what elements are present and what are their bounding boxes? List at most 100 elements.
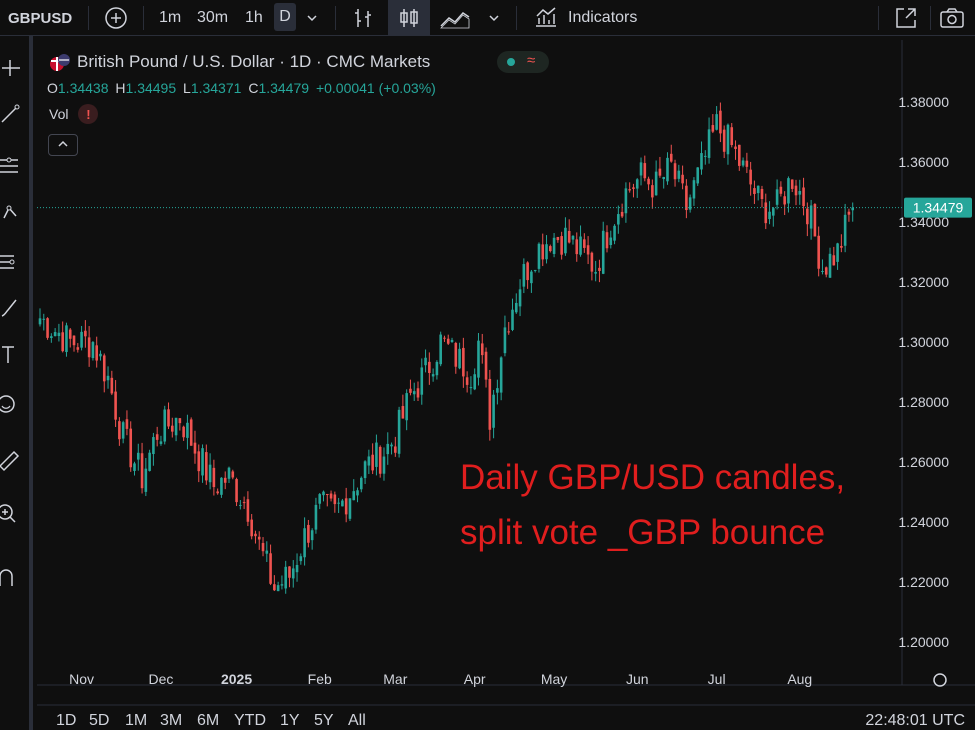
ruler-icon[interactable]: [0, 448, 22, 472]
candle-body: [367, 456, 371, 466]
interval-label: 1m: [159, 9, 182, 26]
candle-body: [254, 533, 257, 537]
candle-body: [227, 467, 231, 479]
interval-1h-button[interactable]: 1h: [245, 0, 263, 36]
symbol-search[interactable]: GBPUSD: [8, 0, 72, 36]
x-tick-label: Apr: [464, 671, 486, 687]
symbol-label: GBPUSD: [8, 9, 73, 27]
candle-body: [68, 329, 72, 339]
candle-body: [790, 179, 794, 189]
warning-icon: !: [78, 104, 99, 124]
candle-body: [148, 452, 151, 471]
candle-body: [87, 337, 91, 358]
high-label: H: [115, 80, 126, 96]
range-3m-button[interactable]: 3M: [160, 712, 183, 729]
candle-body: [80, 331, 83, 348]
y-tick-label: 1.24000: [898, 514, 949, 530]
plus-circle-icon: [105, 7, 127, 29]
candle-body: [719, 110, 722, 134]
candle-body: [84, 330, 87, 337]
bar-style-button[interactable]: [352, 0, 374, 36]
candle-body: [341, 500, 344, 507]
volume-legend[interactable]: Vol !: [49, 104, 99, 124]
candle-body: [65, 325, 68, 353]
candle-body: [363, 461, 367, 479]
range-5y-button[interactable]: 5Y: [314, 712, 334, 729]
interval-dropdown[interactable]: [305, 0, 319, 36]
trendline-icon[interactable]: [0, 102, 22, 126]
interval-1m-button[interactable]: 1m: [159, 0, 181, 36]
crosshair-icon[interactable]: [0, 56, 22, 80]
candle-body: [348, 498, 352, 519]
candle-body: [775, 189, 779, 205]
candle-body: [397, 409, 401, 454]
y-tick-label: 1.38000: [898, 94, 949, 110]
candle-body: [212, 467, 216, 488]
area-style-button[interactable]: [439, 0, 471, 36]
collapse-legend-button[interactable]: [48, 134, 78, 156]
settings-gear-icon[interactable]: [933, 673, 947, 687]
candle-body: [658, 168, 662, 176]
candle-body: [50, 336, 53, 338]
candle-body: [681, 174, 684, 184]
candle-body: [193, 442, 197, 454]
pattern-icon[interactable]: [0, 200, 22, 224]
candle-body: [635, 179, 639, 189]
candle-body: [488, 378, 492, 430]
chevron-down-icon: [307, 15, 317, 22]
candle-body: [518, 289, 522, 307]
range-1y-button[interactable]: 1Y: [280, 712, 300, 729]
brush-icon[interactable]: [0, 296, 22, 320]
range-all-button[interactable]: All: [348, 712, 366, 729]
candle-body: [360, 477, 363, 490]
candle-body: [711, 125, 715, 132]
candle-body: [760, 188, 764, 200]
range-6m-button[interactable]: 6M: [197, 712, 220, 729]
indicators-button[interactable]: Indicators: [533, 0, 637, 36]
candle-body: [537, 243, 541, 269]
candle-body: [220, 477, 223, 495]
interval-d-button[interactable]: D: [274, 3, 296, 31]
annotation-line-1: Daily GBP/USD candles,: [460, 458, 846, 497]
zoom-icon[interactable]: [0, 502, 22, 526]
candle-body: [57, 332, 61, 336]
compare-button[interactable]: [103, 0, 129, 36]
range-1m-button[interactable]: 1M: [125, 712, 148, 729]
price-chart[interactable]: 1.20000 1.22000 1.24000 1.26000 1.28000 1.300…: [37, 40, 975, 730]
candle-body: [314, 504, 318, 530]
candle-body: [598, 267, 601, 271]
candle-body: [473, 374, 476, 390]
emoji-icon[interactable]: [0, 392, 22, 416]
x-tick-label: Aug: [787, 671, 812, 687]
candle-body: [201, 448, 204, 476]
candle-body: [579, 236, 582, 255]
candle-body: [617, 214, 620, 225]
candle-body: [72, 335, 76, 346]
text-icon[interactable]: [0, 342, 22, 366]
range-5d-button[interactable]: 5D: [89, 712, 110, 729]
candle-body: [235, 479, 238, 503]
screenshot-button[interactable]: [939, 0, 965, 36]
chart-style-dropdown[interactable]: [487, 0, 501, 36]
market-status-pill[interactable]: ≈: [497, 51, 549, 73]
utc-clock[interactable]: 22:48:01 UTC: [865, 712, 965, 729]
magnet-icon[interactable]: [0, 566, 22, 590]
candle-body: [337, 502, 340, 504]
range-ytd-button[interactable]: YTD: [234, 712, 266, 729]
candle-body: [155, 434, 159, 440]
candle-body: [257, 536, 261, 540]
candle-body: [533, 269, 537, 271]
range-1d-button[interactable]: 1D: [56, 712, 77, 729]
measure-icon[interactable]: [0, 250, 22, 274]
last-price-label: 1.34479: [913, 200, 964, 216]
candle-body: [730, 127, 734, 146]
candle-body: [734, 146, 737, 150]
symbol-legend[interactable]: British Pound / U.S. Dollar · 1D · CMC M…: [48, 52, 430, 72]
fullscreen-button[interactable]: [894, 0, 918, 36]
fib-icon[interactable]: [0, 154, 22, 178]
candle-body: [798, 191, 802, 195]
candle-style-button[interactable]: [388, 0, 430, 36]
currency-flag-icon: [50, 54, 70, 71]
candle-body: [590, 252, 594, 272]
interval-30m-button[interactable]: 30m: [197, 0, 228, 36]
